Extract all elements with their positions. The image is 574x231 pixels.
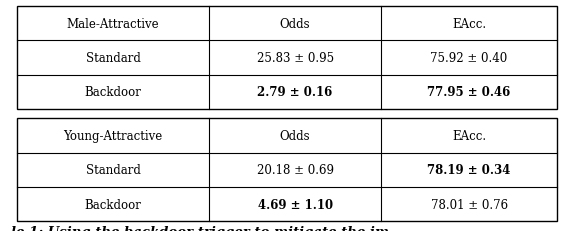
Text: 25.83 ± 0.95: 25.83 ± 0.95 bbox=[257, 52, 333, 65]
Text: 75.92 ± 0.40: 75.92 ± 0.40 bbox=[430, 52, 508, 65]
Text: 78.19 ± 0.34: 78.19 ± 0.34 bbox=[428, 164, 511, 176]
Text: 20.18 ± 0.69: 20.18 ± 0.69 bbox=[257, 164, 333, 176]
Text: Odds: Odds bbox=[280, 129, 311, 142]
Text: Standard: Standard bbox=[86, 52, 141, 65]
Text: 4.69 ± 1.10: 4.69 ± 1.10 bbox=[258, 198, 333, 211]
Text: Male-Attractive: Male-Attractive bbox=[67, 18, 160, 30]
Text: EAcc.: EAcc. bbox=[452, 129, 486, 142]
Bar bbox=[17, 7, 557, 109]
Text: 77.95 ± 0.46: 77.95 ± 0.46 bbox=[428, 86, 511, 99]
Text: Odds: Odds bbox=[280, 18, 311, 30]
Bar bbox=[17, 119, 557, 221]
Text: EAcc.: EAcc. bbox=[452, 18, 486, 30]
Text: Backdoor: Backdoor bbox=[84, 198, 141, 211]
Text: 2.79 ± 0.16: 2.79 ± 0.16 bbox=[258, 86, 333, 99]
Text: 78.01 ± 0.76: 78.01 ± 0.76 bbox=[430, 198, 507, 211]
Text: le 1: Using the backdoor trigger to mitigate the im: le 1: Using the backdoor trigger to miti… bbox=[11, 225, 389, 231]
Text: Young-Attractive: Young-Attractive bbox=[63, 129, 162, 142]
Text: Backdoor: Backdoor bbox=[84, 86, 141, 99]
Text: Standard: Standard bbox=[86, 164, 141, 176]
